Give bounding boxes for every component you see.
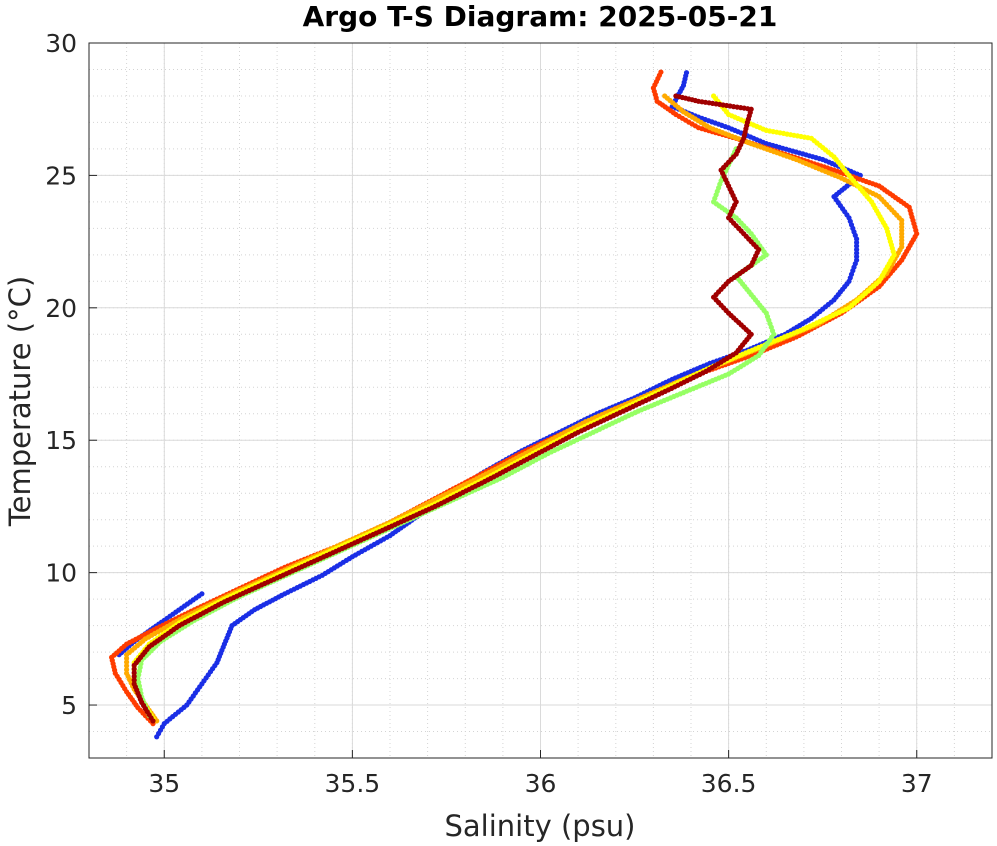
y-tick-label: 20 bbox=[45, 294, 77, 323]
y-tick-label: 10 bbox=[45, 559, 77, 588]
series-0-points bbox=[116, 70, 863, 740]
data-point bbox=[131, 677, 137, 683]
data-point bbox=[124, 659, 130, 665]
data-point bbox=[124, 655, 130, 662]
x-tick-label: 36 bbox=[525, 769, 557, 798]
data-point bbox=[124, 670, 130, 676]
x-axis-ticks: 35 35.5 36 36.5 37 bbox=[148, 750, 933, 798]
data-point bbox=[658, 69, 664, 75]
chart-title: Argo T-S Diagram: 2025-05-21 bbox=[303, 0, 778, 33]
y-tick-label: 15 bbox=[45, 426, 77, 455]
series-5-points bbox=[131, 93, 762, 724]
x-tick-label: 37 bbox=[901, 769, 933, 798]
y-axis-label: Temperature (°C) bbox=[3, 276, 37, 527]
data-point bbox=[711, 93, 717, 99]
data-point bbox=[683, 70, 690, 76]
y-tick-label: 25 bbox=[45, 161, 77, 190]
data-point bbox=[131, 666, 137, 672]
x-tick-label: 35.5 bbox=[325, 769, 381, 798]
plot-points bbox=[109, 69, 920, 740]
y-axis-ticks: 5 10 15 20 25 30 bbox=[45, 29, 97, 720]
x-tick-label: 36.5 bbox=[701, 769, 757, 798]
data-point bbox=[662, 93, 668, 99]
data-point bbox=[131, 670, 137, 676]
data-point bbox=[124, 667, 130, 673]
series-3-points bbox=[131, 93, 897, 721]
series-2-points bbox=[124, 93, 905, 724]
data-point bbox=[854, 247, 860, 253]
data-point bbox=[673, 93, 679, 99]
x-axis-label: Salinity (psu) bbox=[444, 809, 635, 843]
y-tick-label: 30 bbox=[45, 29, 77, 58]
data-point bbox=[131, 681, 137, 687]
y-tick-label: 5 bbox=[61, 691, 77, 720]
x-tick-label: 35 bbox=[148, 769, 180, 798]
data-point bbox=[124, 663, 130, 669]
data-point bbox=[131, 673, 137, 680]
data-point bbox=[199, 591, 205, 597]
